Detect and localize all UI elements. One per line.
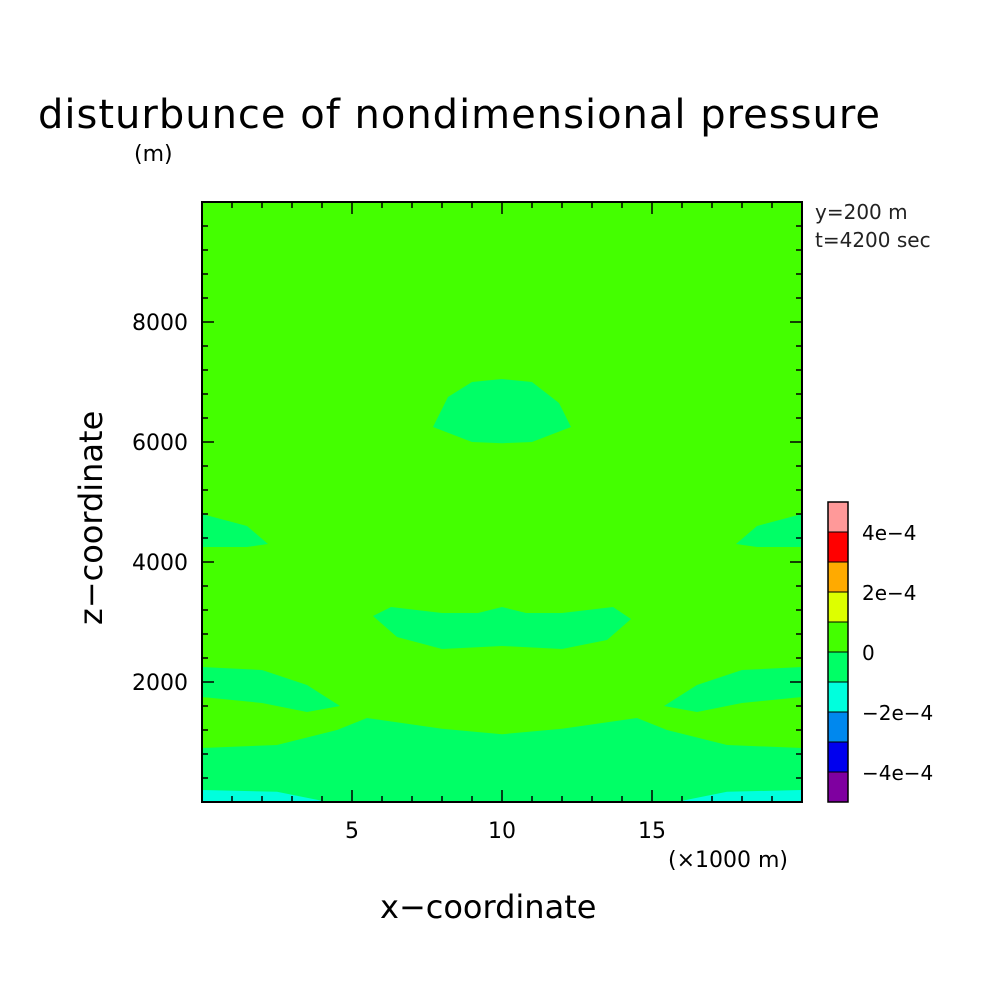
colorbar-label: −4e−4 [862,761,933,785]
contour-region [373,607,631,649]
y-tick-label: 2000 [132,671,188,696]
tick-labels: 5 10 15 2000 4000 6000 8000 [132,311,666,844]
contour-background [202,202,802,802]
colorbar-swatch [827,591,849,623]
colorbar-label: 0 [862,641,875,665]
colorbar-swatch [827,771,849,803]
y-tick-label: 8000 [132,311,188,336]
y-axis-unit: (m) [134,142,173,167]
colorbar-frame [827,501,849,803]
contour-region [664,667,802,712]
contour-region [433,379,571,444]
colorbar-swatch [827,651,849,683]
x-tick-label: 10 [488,819,516,844]
x-tick-label: 5 [345,819,359,844]
colorbar-swatch [827,681,849,713]
colorbar: −4e−4 −2e−4 0 2e−4 4e−4 [827,501,933,803]
colorbar-swatch [827,741,849,773]
contour-region [202,667,340,712]
contour-region [202,514,268,547]
colorbar-swatch [827,501,849,533]
y-tick-label: 4000 [132,551,188,576]
y-tick-label: 6000 [132,431,188,456]
time-annotation: t=4200 sec [815,228,931,252]
colorbar-swatch [827,531,849,563]
colorbar-swatch [827,711,849,743]
chart-title: disturbunce of nondimensional pressure [38,92,881,138]
colorbar-swatch [827,621,849,653]
plot-frame [201,201,803,803]
contour-region [202,718,802,802]
y-position-annotation: y=200 m [815,200,908,224]
colorbar-label: 4e−4 [862,521,917,545]
x-axis-label: x−coordinate [380,888,597,926]
contour-field [202,202,802,802]
x-tick-label: 15 [638,819,666,844]
colorbar-label: 2e−4 [862,581,917,605]
colorbar-label: −2e−4 [862,701,933,725]
contour-region [736,514,802,547]
x-axis-unit: (×1000 m) [668,848,789,873]
colorbar-swatch [827,561,849,593]
